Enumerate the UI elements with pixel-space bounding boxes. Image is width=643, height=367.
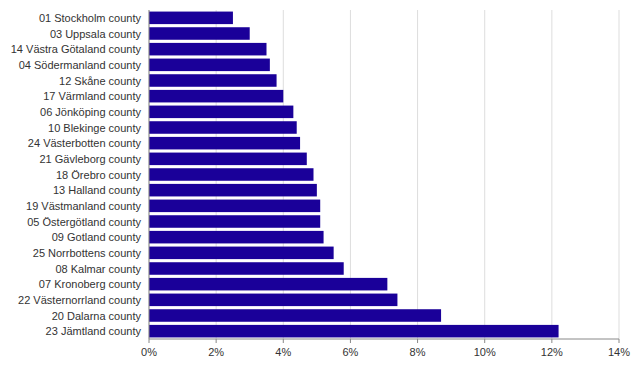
x-tick-label: 14%	[608, 346, 630, 358]
x-tick	[216, 339, 217, 343]
y-tick-label: 17 Värmland county	[43, 90, 141, 102]
y-axis-line	[149, 10, 150, 339]
x-tick	[417, 339, 418, 343]
y-tick-label: 08 Kalmar county	[55, 263, 141, 275]
y-tick-label: 04 Södermanland county	[19, 59, 142, 71]
grid-line	[619, 10, 620, 339]
bar	[149, 106, 293, 119]
y-tick-label: 05 Östergötland county	[27, 216, 141, 228]
bar	[149, 90, 283, 103]
bar	[149, 278, 387, 291]
y-tick-label: 12 Skåne county	[59, 75, 141, 87]
y-tick-label: 07 Kronoberg county	[39, 278, 142, 290]
y-tick-label: 14 Västra Götaland county	[11, 43, 142, 55]
bar	[149, 121, 297, 134]
bar	[149, 12, 233, 25]
x-tick-label: 0%	[141, 346, 157, 358]
bar	[149, 43, 267, 56]
bar	[149, 200, 320, 213]
x-axis-line	[149, 339, 619, 340]
x-tick-label: 8%	[410, 346, 426, 358]
x-tick	[283, 339, 284, 343]
bar	[149, 247, 334, 260]
y-tick-label: 19 Västmanland county	[26, 200, 141, 212]
y-tick-label: 13 Halland county	[53, 184, 142, 196]
y-tick-label: 06 Jönköping county	[40, 106, 141, 118]
bar	[149, 137, 300, 150]
grid-line	[417, 10, 418, 339]
axes: 0% 2% 4% 6% 8% 10% 12% 14% 01 Stockholm county 03…	[11, 10, 630, 358]
x-tick-label: 12%	[541, 346, 563, 358]
y-tick-label: 20 Dalarna county	[52, 310, 142, 322]
bar	[149, 27, 250, 40]
bar	[149, 294, 397, 307]
page: {"chart_data": {"type": "bar", "orientat…	[0, 0, 643, 367]
grid	[149, 10, 619, 339]
y-tick-label: 22 Västernorrland county	[18, 294, 141, 306]
y-tick-label: 25 Norrbottens county	[33, 247, 142, 259]
bar	[149, 215, 320, 228]
bar	[149, 309, 441, 322]
y-tick-label: 23 Jämtland county	[46, 325, 142, 337]
grid-line	[484, 10, 485, 339]
x-tick	[350, 339, 351, 343]
x-tick-label: 10%	[474, 346, 496, 358]
x-tick	[551, 339, 552, 343]
x-tick	[619, 339, 620, 343]
grid-line	[149, 10, 150, 339]
x-tick-label: 2%	[208, 346, 224, 358]
x-tick	[149, 339, 150, 343]
y-tick-label: 01 Stockholm county	[39, 12, 142, 24]
x-tick-label: 4%	[275, 346, 291, 358]
bar	[149, 325, 559, 338]
y-tick-label: 24 Västerbotten county	[28, 137, 142, 149]
bar	[149, 231, 324, 244]
bar	[149, 153, 307, 166]
y-tick-label: 03 Uppsala county	[50, 28, 142, 40]
x-tick	[484, 339, 485, 343]
y-tick-label: 10 Blekinge county	[48, 122, 141, 134]
y-tick-label: 09 Gotland county	[52, 231, 142, 243]
bars	[149, 12, 559, 338]
bar	[149, 59, 270, 72]
bar	[149, 168, 314, 181]
y-tick-label: 21 Gävleborg county	[39, 153, 141, 165]
grid-line	[551, 10, 552, 339]
y-tick-label: 18 Örebro county	[56, 169, 141, 181]
bar	[149, 74, 277, 87]
chart: 0% 2% 4% 6% 8% 10% 12% 14% 01 Stockholm county 03…	[0, 0, 643, 367]
x-tick-label: 6%	[342, 346, 358, 358]
bar	[149, 184, 317, 197]
bar	[149, 262, 344, 275]
